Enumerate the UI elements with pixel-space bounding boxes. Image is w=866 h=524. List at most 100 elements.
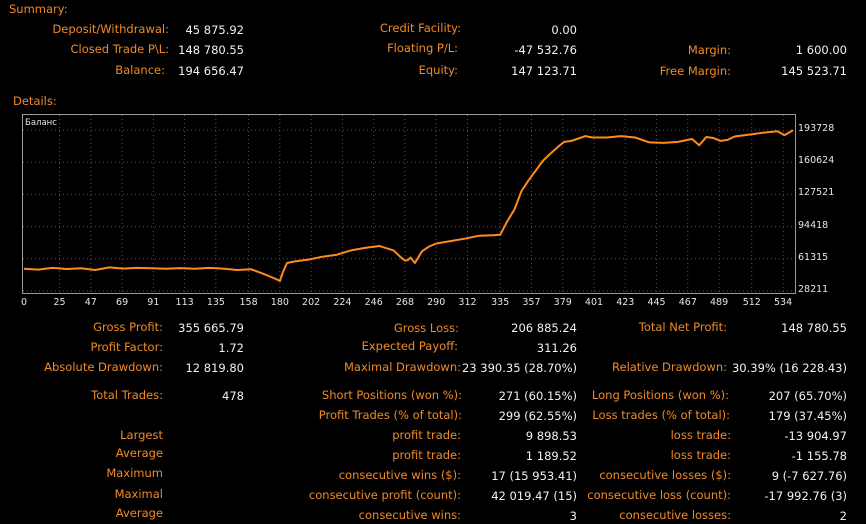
long-positions-value: 207 (65.70%): [768, 389, 847, 403]
y-tick-label: 127521: [798, 187, 835, 199]
closed-pl-value: 148 780.55: [178, 43, 244, 57]
average-consecutive-label: Average: [115, 506, 163, 520]
balance-label: Balance:: [115, 63, 165, 77]
total-trades-value: 478: [222, 389, 244, 403]
margin-label: Margin:: [687, 43, 731, 57]
x-tick-label: 268: [395, 297, 415, 308]
total-net-value: 148 780.55: [781, 321, 847, 335]
average-label: Average: [115, 446, 163, 460]
maximal-drawdown-label: Maximal Drawdown:: [343, 360, 461, 374]
max-consecutive-losses-label: consecutive losses ($):: [599, 468, 731, 482]
x-tick-label: 379: [553, 297, 572, 308]
credit-value: 0.00: [551, 23, 577, 37]
avg-consecutive-losses-value: 2: [839, 509, 847, 523]
max-consecutive-wins-label: consecutive wins ($):: [338, 468, 461, 482]
profit-trades-label: Profit Trades (% of total):: [318, 408, 462, 422]
chart-title: Баланс: [25, 118, 57, 128]
chart-grid: [23, 115, 795, 293]
details-title: Details:: [13, 94, 57, 108]
x-tick-label: 91: [147, 297, 160, 308]
x-tick-label: 335: [491, 297, 510, 308]
average-loss-value: -1 155.78: [791, 449, 847, 463]
deposit-value: 45 875.92: [185, 23, 244, 37]
x-tick-label: 512: [742, 297, 761, 308]
maximum-label: Maximum: [106, 466, 163, 480]
y-tick-label: 61315: [798, 251, 829, 263]
x-tick-label: 69: [116, 297, 129, 308]
expected-payoff-value: 311.26: [536, 341, 577, 355]
balance-value: 194 656.47: [178, 64, 244, 78]
short-positions-label: Short Positions (won %):: [321, 388, 462, 402]
relative-drawdown-value: 30.39% (16 228.43): [731, 361, 847, 375]
maximal-consecutive-profit-label: consecutive profit (count):: [308, 488, 461, 502]
x-tick-label: 401: [584, 297, 604, 308]
free-margin-value: 145 523.71: [781, 64, 847, 78]
avg-consecutive-losses-label: consecutive losses:: [619, 508, 731, 522]
margin-value: 1 600.00: [795, 43, 847, 57]
loss-trades-label: Loss trades (% of total):: [592, 408, 730, 422]
x-tick-label: 202: [302, 297, 321, 308]
avg-consecutive-wins-label: consecutive wins:: [358, 508, 461, 522]
largest-profit-label: profit trade:: [392, 428, 461, 442]
balance-series-line: [23, 129, 794, 282]
closed-pl-label: Closed Trade P\L:: [70, 42, 169, 56]
avg-consecutive-wins-value: 3: [569, 509, 577, 523]
x-tick-label: 135: [206, 297, 225, 308]
gross-profit-label: Gross Profit:: [93, 320, 163, 334]
max-consecutive-losses-value: 9 (-7 627.76): [771, 469, 847, 483]
profit-factor-value: 1.72: [218, 341, 244, 355]
maximal-consecutive-profit-value: 42 019.47 (15): [491, 489, 577, 503]
absolute-drawdown-label: Absolute Drawdown:: [44, 360, 163, 374]
credit-label: Credit Facility:: [379, 21, 461, 35]
x-tick-label: 113: [175, 297, 194, 308]
deposit-label: Deposit/Withdrawal:: [52, 22, 169, 36]
y-tick-label: 160624: [798, 155, 835, 167]
floating-value: -47 532.76: [514, 43, 577, 57]
profit-trades-value: 299 (62.55%): [498, 409, 577, 423]
long-positions-label: Long Positions (won %):: [591, 388, 729, 402]
x-tick-label: 467: [678, 297, 697, 308]
equity-label: Equity:: [418, 63, 458, 77]
total-trades-label: Total Trades:: [91, 388, 163, 402]
balance-chart: Баланс: [22, 114, 796, 294]
maximal-drawdown-value: 23 390.35 (28.70%): [461, 361, 577, 375]
x-tick-label: 489: [710, 297, 729, 308]
expected-payoff-label: Expected Payoff:: [361, 339, 458, 353]
largest-loss-value: -13 904.97: [784, 429, 847, 443]
largest-loss-label: loss trade:: [670, 428, 731, 442]
largest-profit-value: 9 898.53: [525, 429, 577, 443]
gross-profit-value: 355 665.79: [178, 321, 244, 335]
total-net-label: Total Net Profit:: [638, 320, 727, 334]
y-tick-label: 28211: [798, 284, 829, 295]
x-tick-label: 312: [458, 297, 477, 308]
relative-drawdown-label: Relative Drawdown:: [612, 360, 727, 374]
x-tick-label: 0: [20, 297, 28, 308]
y-tick-label: 193728: [798, 123, 835, 134]
absolute-drawdown-value: 12 819.80: [185, 361, 244, 375]
maximal-consecutive-loss-value: -17 992.76 (3): [764, 489, 847, 503]
x-tick-label: 290: [427, 297, 446, 308]
average-loss-label: loss trade:: [670, 448, 731, 462]
short-positions-value: 271 (60.15%): [498, 389, 577, 403]
x-tick-label: 158: [239, 297, 258, 308]
x-tick-label: 25: [53, 297, 66, 308]
largest-label: Largest: [120, 428, 163, 442]
x-tick-label: 423: [616, 297, 635, 308]
x-tick-label: 224: [333, 297, 352, 308]
profit-factor-label: Profit Factor:: [90, 340, 163, 354]
x-tick-label: 534: [773, 297, 793, 308]
x-tick-label: 357: [522, 297, 541, 308]
floating-label: Floating P/L:: [387, 41, 458, 55]
x-tick-label: 445: [647, 297, 666, 308]
x-tick-label: 47: [84, 297, 97, 308]
equity-value: 147 123.71: [511, 64, 577, 78]
average-profit-label: profit trade:: [392, 448, 461, 462]
y-tick-label: 94418: [798, 219, 829, 231]
loss-trades-value: 179 (37.45%): [768, 409, 847, 423]
x-tick-label: 180: [270, 297, 289, 308]
gross-loss-label: Gross Loss:: [393, 321, 459, 335]
gross-loss-value: 206 885.24: [511, 321, 577, 335]
summary-title: Summary:: [9, 2, 68, 16]
chart-frame: [22, 114, 796, 294]
max-consecutive-wins-value: 17 (15 953.41): [491, 469, 577, 483]
